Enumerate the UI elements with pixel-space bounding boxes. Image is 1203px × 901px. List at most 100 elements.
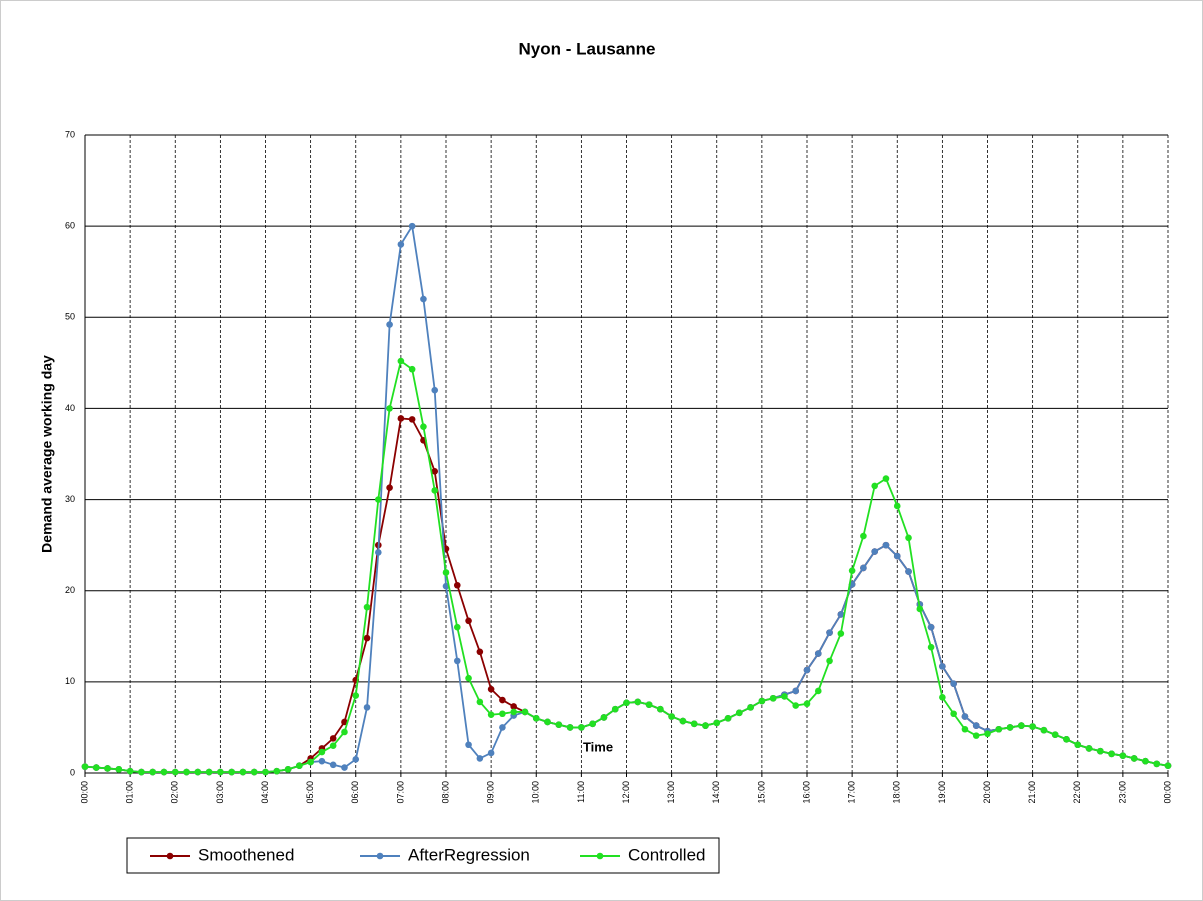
data-point (623, 699, 630, 707)
data-point (431, 487, 439, 494)
data-point (566, 724, 574, 731)
data-point (792, 702, 800, 709)
data-point (826, 629, 833, 636)
data-point (160, 768, 168, 776)
data-point (544, 718, 551, 726)
data-point (499, 710, 506, 718)
x-tick-label: 17:00 (847, 781, 857, 804)
data-point (679, 717, 687, 725)
data-point (431, 386, 439, 394)
data-point (510, 703, 517, 710)
data-point (972, 722, 980, 729)
data-point (657, 705, 664, 713)
data-point (397, 415, 405, 422)
data-point (1153, 760, 1161, 768)
data-point (645, 701, 653, 708)
data-point (803, 700, 811, 708)
data-point (1119, 752, 1127, 759)
data-point (386, 321, 393, 328)
legend-marker (166, 852, 174, 860)
data-point (228, 768, 235, 776)
data-point (905, 568, 912, 575)
legend-box (126, 837, 720, 874)
data-point (1051, 731, 1059, 739)
data-point (950, 680, 957, 687)
data-point (318, 748, 326, 756)
data-point (487, 749, 495, 757)
y-tick-label: 70 (65, 129, 75, 139)
data-point (453, 657, 461, 665)
data-point (972, 732, 980, 739)
x-tick-label: 22:00 (1072, 781, 1082, 804)
data-point (453, 581, 461, 589)
data-point (532, 715, 540, 722)
data-point (442, 569, 450, 576)
legend-label: Controlled (628, 845, 706, 864)
data-point (92, 764, 100, 771)
data-point (814, 650, 822, 657)
data-point (961, 713, 969, 720)
data-point (578, 724, 585, 731)
x-axis-label: Time (583, 739, 613, 754)
y-tick-label: 20 (65, 585, 75, 595)
x-tick-label: 10:00 (531, 781, 541, 804)
data-point (250, 768, 258, 776)
data-point (848, 567, 856, 574)
data-point (510, 708, 517, 716)
x-tick-label: 05:00 (305, 781, 315, 804)
x-tick-label: 06:00 (350, 781, 360, 804)
data-point (476, 698, 484, 706)
data-point (397, 357, 405, 365)
data-point (521, 708, 529, 716)
x-tick-label: 20:00 (982, 781, 992, 804)
x-tick-label: 04:00 (260, 781, 270, 804)
data-point (476, 648, 484, 656)
data-point (871, 482, 878, 490)
data-point (273, 767, 281, 775)
data-point (690, 720, 698, 728)
data-point (239, 768, 247, 776)
data-point (792, 687, 800, 695)
data-point (408, 416, 416, 423)
chart-title: Nyon - Lausanne (519, 39, 656, 58)
data-point (363, 603, 371, 611)
data-point (138, 768, 145, 776)
x-tick-label: 01:00 (125, 781, 135, 804)
data-point (363, 634, 371, 642)
x-tick-label: 02:00 (170, 781, 180, 804)
y-tick-label: 40 (65, 403, 75, 413)
data-point (961, 725, 969, 733)
data-point (860, 532, 867, 540)
data-point (939, 663, 946, 670)
data-point (769, 694, 777, 702)
data-point (408, 365, 416, 373)
legend-marker (376, 852, 384, 860)
data-point (893, 552, 901, 560)
x-tick-label: 14:00 (711, 781, 721, 804)
data-point (431, 468, 439, 475)
x-tick-label: 12:00 (621, 781, 631, 804)
x-tick-label: 08:00 (440, 781, 450, 804)
data-point (329, 742, 337, 749)
data-point (183, 768, 190, 776)
data-point (927, 643, 935, 651)
data-point (465, 674, 472, 682)
data-point (984, 730, 991, 738)
data-point (217, 768, 224, 776)
data-point (837, 611, 845, 618)
legend-label: Smoothened (198, 845, 294, 864)
data-point (465, 741, 472, 749)
x-tick-label: 16:00 (801, 781, 811, 804)
data-point (916, 605, 924, 613)
y-axis-label: Demand average working day (39, 355, 55, 553)
x-tick-label: 11:00 (576, 781, 586, 803)
data-point (115, 766, 123, 773)
data-point (499, 724, 506, 731)
data-point (860, 564, 867, 572)
data-point (882, 475, 890, 482)
y-tick-label: 60 (65, 221, 75, 231)
legend-label: AfterRegression (408, 845, 530, 864)
data-point (995, 725, 1003, 733)
